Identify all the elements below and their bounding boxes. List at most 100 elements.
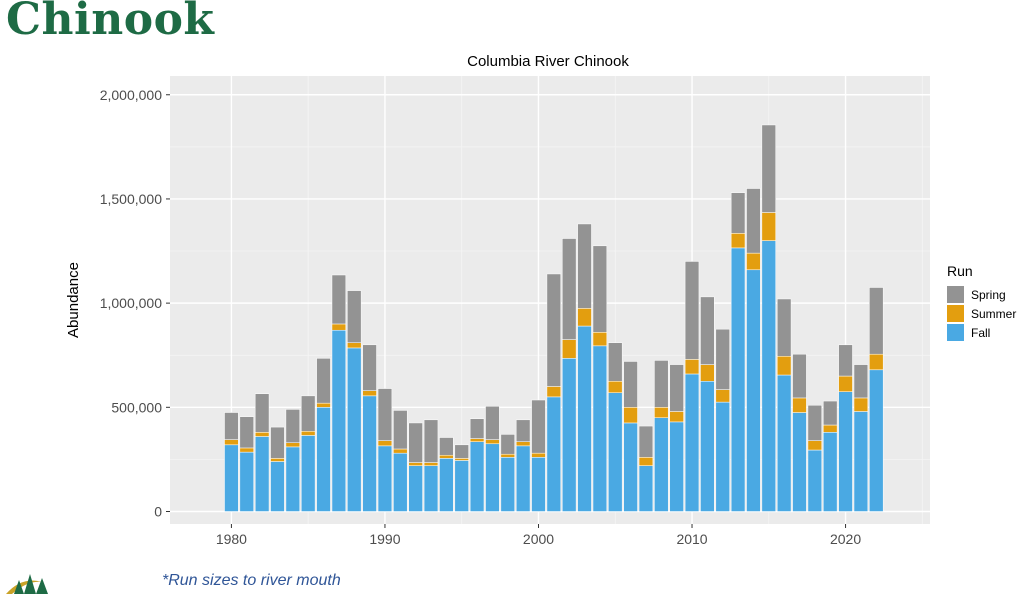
bar-summer-2011 — [700, 364, 715, 382]
bar-fall-1995 — [454, 460, 469, 512]
bar-summer-2019 — [823, 424, 838, 433]
bar-fall-2016 — [776, 374, 792, 512]
x-tick-label: 1990 — [369, 531, 400, 547]
bar-spring-1987 — [331, 274, 347, 325]
bar-summer-1983 — [270, 458, 285, 462]
bar-summer-2014 — [746, 252, 761, 271]
x-tick-label: 1980 — [216, 531, 247, 547]
bar-spring-2022 — [869, 287, 884, 355]
bar-fall-1992 — [408, 465, 423, 512]
bar-spring-2005 — [608, 342, 623, 382]
x-tick-label: 2020 — [830, 531, 861, 547]
bar-spring-2012 — [715, 328, 730, 390]
bar-fall-2007 — [638, 465, 654, 512]
y-axis-label: Abundance — [65, 262, 82, 338]
bar-summer-2003 — [577, 308, 592, 327]
legend-title: Run — [947, 263, 973, 279]
bar-spring-1985 — [301, 395, 316, 432]
bar-summer-1992 — [408, 462, 423, 466]
bar-spring-1998 — [500, 434, 515, 455]
bar-summer-2022 — [869, 353, 884, 371]
bar-fall-1985 — [301, 435, 316, 512]
legend-label-spring: Spring — [971, 288, 1006, 302]
bar-summer-1995 — [454, 458, 469, 461]
bar-spring-2009 — [669, 364, 684, 412]
bar-fall-2018 — [807, 449, 823, 512]
bar-summer-1993 — [423, 462, 439, 466]
bar-fall-2022 — [869, 369, 884, 512]
bar-fall-2001 — [546, 396, 561, 512]
bar-fall-1987 — [331, 329, 347, 512]
slide-title: Chinook — [6, 0, 215, 45]
bar-summer-2013 — [730, 233, 746, 249]
legend-swatch-summer — [947, 305, 964, 322]
bar-spring-1996 — [469, 418, 485, 439]
bar-fall-2015 — [761, 240, 776, 512]
bar-spring-1991 — [393, 410, 408, 450]
bar-summer-1994 — [439, 454, 454, 459]
bar-summer-2001 — [546, 386, 561, 398]
bar-fall-1980 — [224, 444, 239, 512]
legend-swatch-spring — [947, 286, 964, 303]
bar-summer-1997 — [485, 439, 500, 445]
tree-logo-icon — [6, 574, 48, 594]
x-tick-label: 2010 — [676, 531, 707, 547]
bar-summer-2017 — [792, 397, 807, 413]
bar-summer-1987 — [331, 323, 347, 331]
bar-spring-1989 — [362, 344, 377, 391]
bar-spring-2019 — [823, 400, 838, 426]
bar-fall-2008 — [654, 417, 669, 512]
bar-fall-1996 — [469, 441, 485, 512]
bar-spring-1994 — [439, 437, 454, 456]
bar-spring-1990 — [377, 388, 393, 441]
x-tick-label: 2000 — [523, 531, 554, 547]
bar-fall-1984 — [285, 446, 300, 512]
chart-title: Columbia River Chinook — [467, 53, 629, 70]
bar-fall-2011 — [700, 381, 715, 512]
bar-summer-1989 — [362, 390, 377, 397]
bar-summer-1981 — [239, 447, 254, 453]
bar-fall-2006 — [623, 422, 638, 512]
bar-spring-2016 — [776, 298, 792, 357]
bar-spring-1999 — [515, 419, 531, 442]
bar-spring-2007 — [638, 425, 654, 458]
bar-spring-1983 — [270, 426, 285, 459]
bar-summer-2010 — [684, 359, 700, 375]
bar-summer-1996 — [469, 438, 485, 442]
bar-summer-1985 — [301, 431, 316, 436]
bar-spring-2021 — [853, 364, 869, 399]
bar-fall-2009 — [669, 421, 684, 512]
axes: 0 500,000 1,000,000 1,500,000 2,000,000 1980 1… — [100, 87, 862, 547]
bar-spring-2011 — [700, 296, 715, 365]
bar-fall-2003 — [577, 325, 592, 512]
bar-fall-1990 — [377, 445, 393, 512]
bar-fall-1983 — [270, 461, 285, 512]
bar-summer-2020 — [838, 375, 853, 392]
bar-summer-1990 — [377, 440, 393, 447]
bar-fall-2000 — [531, 457, 546, 512]
bar-spring-1982 — [254, 393, 270, 433]
bar-fall-1988 — [347, 347, 362, 512]
bar-fall-1986 — [316, 407, 331, 512]
bar-summer-1991 — [393, 448, 408, 454]
bar-spring-1980 — [224, 412, 239, 440]
bar-summer-2009 — [669, 411, 684, 423]
bar-spring-2017 — [792, 353, 807, 399]
bar-fall-1994 — [439, 458, 454, 512]
bar-spring-1993 — [423, 419, 439, 463]
legend-label-fall: Fall — [971, 326, 990, 340]
bar-spring-1981 — [239, 416, 254, 449]
bar-spring-2010 — [684, 261, 700, 360]
bar-fall-2012 — [715, 401, 730, 512]
bar-spring-2004 — [592, 245, 608, 333]
bar-summer-1998 — [500, 453, 515, 458]
bar-spring-2003 — [577, 223, 592, 309]
bar-summer-1986 — [316, 402, 331, 408]
bar-summer-2005 — [608, 381, 623, 393]
y-tick-label: 1,000,000 — [100, 295, 162, 311]
bar-summer-2018 — [807, 440, 823, 451]
bar-fall-2005 — [608, 392, 623, 512]
bar-spring-2008 — [654, 360, 669, 408]
footnote: *Run sizes to river mouth — [162, 572, 341, 589]
